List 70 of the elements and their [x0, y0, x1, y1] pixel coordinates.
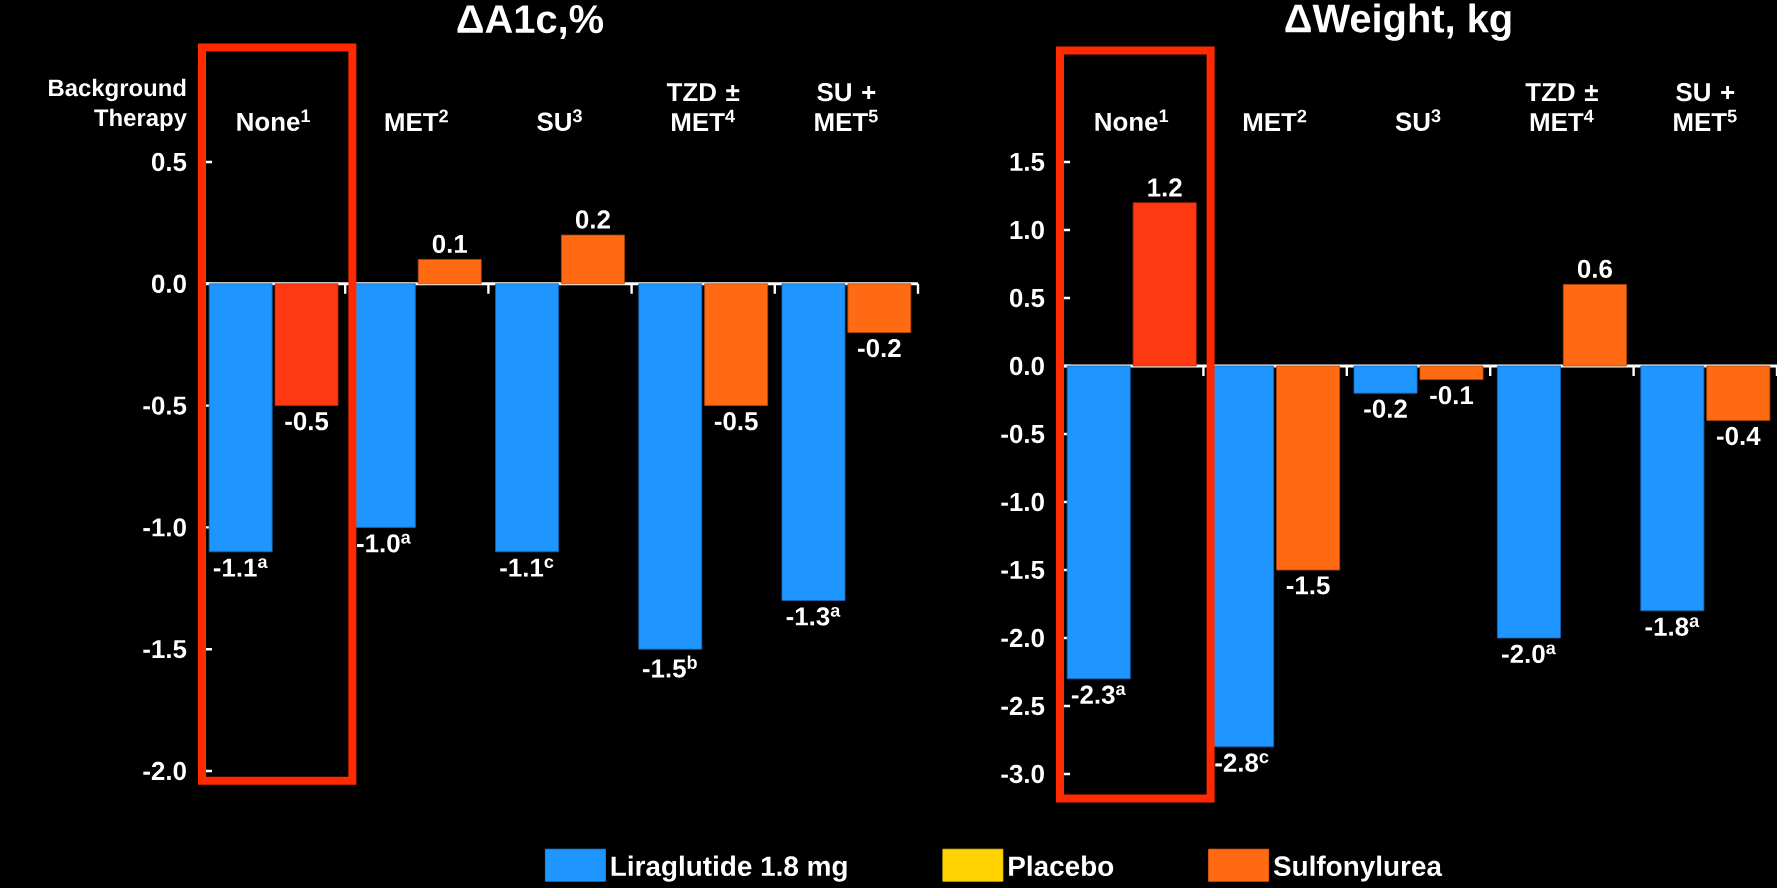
bar [561, 234, 625, 285]
bar [1132, 202, 1197, 367]
y-tick-label: -0.5 [143, 396, 187, 415]
x-tick-label: TZD ± MET$^{4}$ [1525, 83, 1598, 131]
y-tick-label: -1.5 [143, 640, 187, 659]
y-tick-label: -2.0 [143, 761, 186, 781]
data-label: -2.8$^{c}$ [1215, 753, 1269, 772]
x-tick-label: None$^{1}$ [1095, 109, 1169, 131]
y-tick-label: 0.0 [1009, 356, 1044, 376]
data-label: -0.1 [1430, 385, 1474, 405]
y-tick-label: 0.5 [1009, 288, 1045, 308]
data-label: -0.2 [1364, 399, 1407, 418]
data-label: -1.3$^{a}$ [786, 606, 841, 626]
data-label: 0.2 [575, 210, 610, 229]
bar [1353, 365, 1418, 394]
data-label: -2.3$^{a}$ [1071, 685, 1126, 704]
chart-title: ΔWeight, kg [1285, 3, 1511, 41]
data-label: -1.0$^{a}$ [357, 533, 411, 553]
x-tick-label: SU$^{3}$ [537, 109, 582, 131]
data-label: 0.1 [432, 234, 468, 254]
legend-label: Liraglutide 1.8 mg [611, 855, 847, 882]
y-tick-label: -0.5 [1001, 424, 1045, 444]
data-label: -2.0$^{a}$ [1502, 644, 1556, 664]
data-label: -0.4 [1716, 426, 1761, 446]
data-label: -1.1$^{c}$ [500, 558, 554, 577]
bar [208, 283, 273, 553]
x-tick-label: SU + MET$^{5}$ [815, 82, 878, 131]
data-label: -1.8$^{a}$ [1645, 617, 1700, 636]
y-tick-label: 0.5 [151, 152, 187, 172]
bar [781, 283, 846, 601]
data-label: -0.5 [285, 411, 329, 431]
data-label: -1.5 [1286, 576, 1330, 595]
bar [495, 283, 559, 553]
bar [1562, 284, 1627, 367]
y-tick-label: -2.5 [1001, 696, 1045, 716]
bar [1496, 365, 1561, 639]
legend-label: Sulfonylurea [1273, 855, 1443, 882]
y-tick-label: 1.5 [1010, 152, 1045, 172]
data-label: -0.5 [714, 411, 758, 431]
chart-title: ΔA1c,% [457, 5, 604, 39]
bar [1066, 365, 1131, 680]
y-tick-label: -3.0 [1001, 764, 1044, 784]
x-tick-label: MET$^{2}$ [385, 109, 448, 131]
y-tick-label: 0.0 [151, 274, 186, 293]
x-tick-label: MET$^{2}$ [1243, 109, 1307, 131]
bar [1419, 365, 1484, 380]
data-label: -1.1$^{a}$ [213, 558, 268, 577]
data-label: 1.2 [1148, 178, 1182, 197]
legend-label: Placebo [1009, 855, 1114, 877]
x-tick-label: TZD ± MET$^{4}$ [666, 83, 740, 131]
data-label: -1.5$^{b}$ [642, 655, 697, 678]
bar [274, 283, 339, 406]
bar [1706, 365, 1771, 421]
data-label: -0.2 [858, 338, 901, 358]
x-axis-title: Background Therapy [49, 78, 187, 131]
bar [704, 283, 769, 406]
y-tick-label: -2.0 [1001, 628, 1044, 648]
y-tick-label: -1.0 [1001, 492, 1044, 512]
x-tick-label: SU + MET$^{5}$ [1674, 82, 1737, 131]
data-label: 0.6 [1577, 259, 1612, 278]
x-tick-label: SU$^{3}$ [1395, 109, 1441, 131]
bar [1276, 365, 1341, 571]
x-tick-label: None$^{1}$ [237, 109, 310, 131]
bar [1640, 365, 1705, 612]
bar [847, 283, 912, 333]
y-tick-label: -1.5 [1001, 560, 1045, 580]
y-tick-label: 1.0 [1010, 220, 1044, 240]
bar [638, 283, 703, 650]
y-tick-label: -1.0 [143, 518, 186, 537]
bar [417, 259, 482, 285]
